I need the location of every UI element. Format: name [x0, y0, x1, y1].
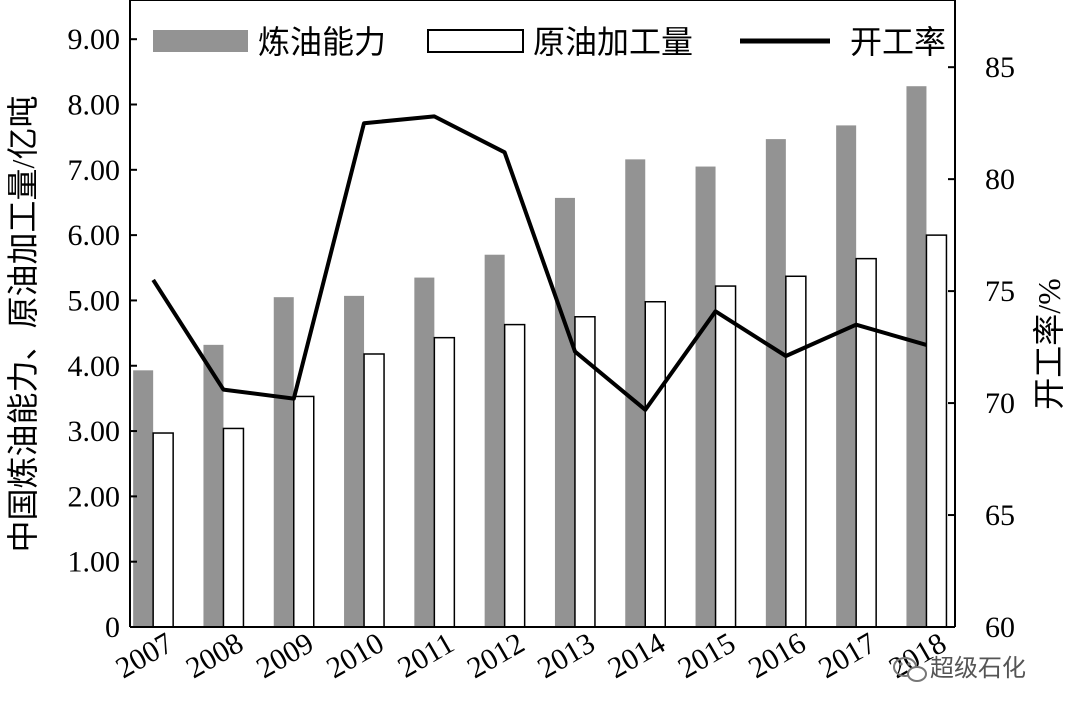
watermark-text: 超级石化 [930, 654, 1026, 682]
bar-crude-throughput-2018 [925, 234, 948, 628]
y-left-tick-label: 2.00 [68, 480, 121, 513]
legend: 炼油能力 原油加工量 开工率 [153, 24, 946, 60]
legend-label-refining-capacity: 炼油能力 [258, 24, 386, 60]
bar-refining-capacity-2009 [273, 297, 294, 627]
y-right-tick-label: 60 [985, 611, 1015, 644]
bar-refining-capacity-2015 [695, 166, 716, 627]
axes-layer [129, 0, 956, 628]
y-left-tick-label: 0 [105, 611, 120, 644]
y-left-tick-label: 3.00 [68, 415, 121, 448]
legend-label-crude-throughput: 原油加工量 [533, 24, 693, 60]
x-tick-label: 2007 [110, 626, 178, 685]
x-tick-label: 2016 [743, 626, 811, 685]
legend-label-utilization-rate: 开工率 [850, 24, 946, 60]
bar-crude-throughput-2012 [503, 323, 526, 628]
y-left-tick-label: 9.00 [68, 23, 121, 56]
x-tick-label: 2017 [813, 626, 881, 685]
bar-crude-throughput-2015 [714, 285, 737, 628]
bar-crude-throughput-2014 [644, 300, 666, 628]
bar-crude-throughput-2017 [855, 257, 877, 628]
y-right-tick-label: 85 [985, 51, 1015, 84]
bar-crude-throughput-2009 [293, 395, 315, 628]
bar-refining-capacity-2013 [554, 197, 575, 627]
x-tick-label: 2012 [462, 626, 530, 685]
x-tick-label: 2008 [180, 626, 248, 685]
y-right-tick-label: 70 [985, 387, 1015, 420]
bar-refining-capacity-2011 [414, 277, 435, 627]
x-tick-label: 2015 [673, 626, 741, 685]
bar-crude-throughput-2016 [785, 275, 807, 628]
x-tick-label: 2011 [392, 626, 460, 684]
y-left-tick-label: 6.00 [68, 219, 121, 252]
bar-crude-throughput-2008 [222, 427, 245, 628]
bar-crude-throughput-2007 [152, 432, 174, 628]
y-right-tick-label: 65 [985, 499, 1015, 532]
y-right-tick-label: 80 [985, 163, 1015, 196]
bar-refining-capacity-2017 [836, 125, 857, 628]
y-left-tick-label: 8.00 [68, 89, 121, 122]
bar-refining-capacity-2007 [133, 370, 154, 627]
bar-refining-capacity-2016 [765, 139, 786, 627]
watermark: 超级石化 [893, 654, 1026, 682]
line-utilization-rate [151, 114, 927, 412]
x-tick-label: 2014 [602, 626, 670, 685]
y-right-tick-label: 75 [985, 275, 1015, 308]
y-left-tick-label: 4.00 [68, 350, 121, 383]
bar-refining-capacity-2012 [484, 254, 505, 627]
bar-refining-capacity-2018 [906, 86, 927, 627]
bar-crude-throughput-2010 [363, 353, 385, 628]
y-right-axis-title: 开工率/% [1031, 278, 1067, 410]
x-tick-label: 2009 [251, 626, 319, 685]
bars-layer [133, 86, 948, 628]
y-left-tick-label: 7.00 [68, 154, 121, 187]
y-left-tick-label: 1.00 [68, 546, 121, 579]
x-tick-label: 2010 [321, 626, 389, 685]
legend-swatch-crude-throughput [427, 29, 524, 53]
y-left-tick-label: 5.00 [68, 284, 121, 317]
bar-refining-capacity-2010 [344, 295, 365, 627]
bar-crude-throughput-2011 [433, 336, 456, 628]
bar-refining-capacity-2014 [625, 159, 646, 628]
legend-swatch-refining-capacity [153, 30, 248, 52]
x-tick-label: 2013 [532, 626, 600, 685]
bar-refining-capacity-2008 [203, 344, 224, 627]
line-layer [151, 114, 927, 412]
y-left-axis-title: 中国炼油能力、原油加工量/亿吨 [5, 96, 41, 553]
wechat-icon [893, 657, 927, 682]
